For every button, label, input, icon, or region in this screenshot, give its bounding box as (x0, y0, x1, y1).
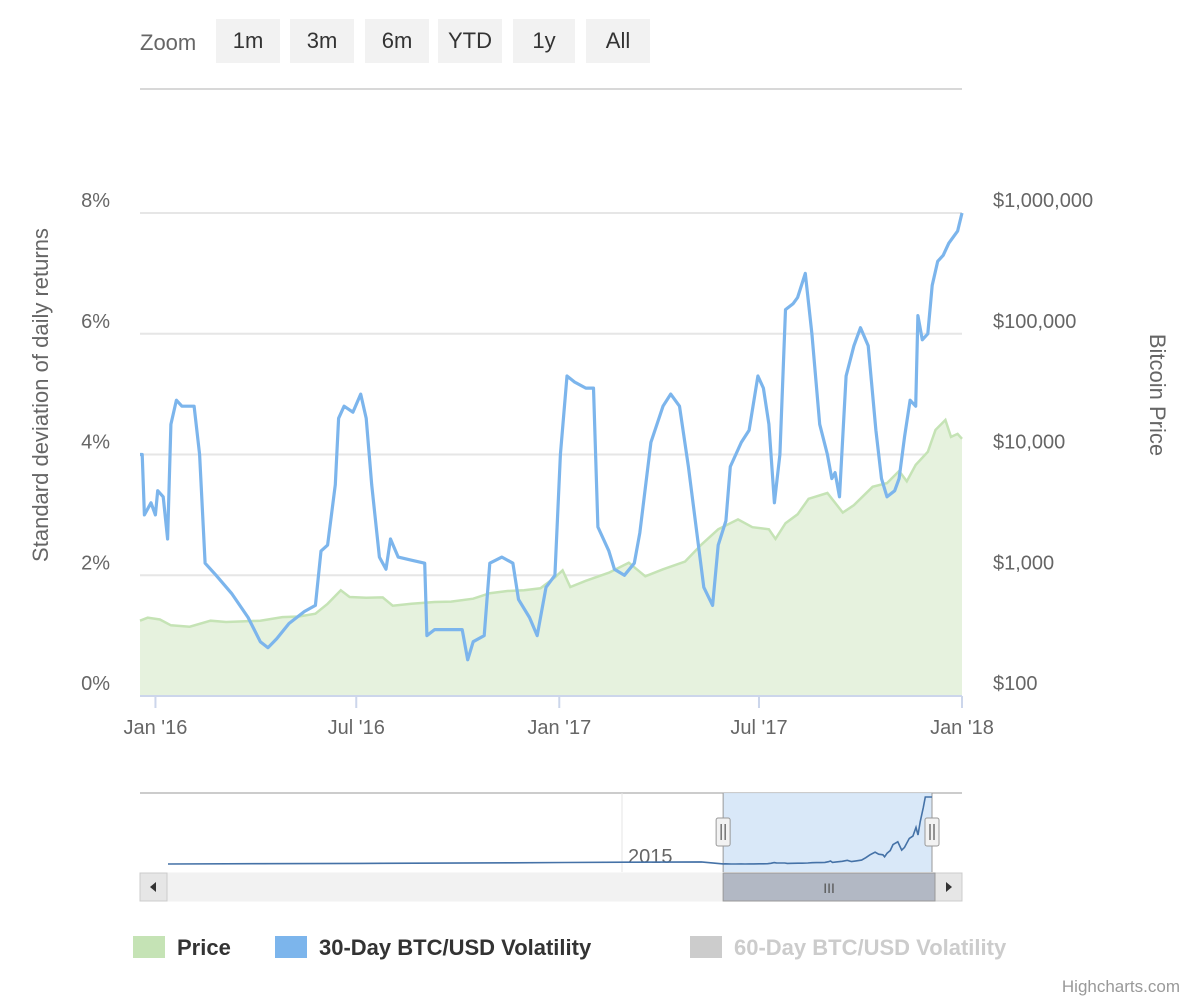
navigator-selection[interactable] (723, 793, 932, 872)
right-tick-label: $1,000,000 (993, 190, 1093, 212)
zoom-button-bg (438, 19, 502, 63)
chevron-left-icon (150, 882, 156, 892)
zoom-button-bg (365, 19, 429, 63)
left-axis: 0% 2% 4% 6% 8% (81, 190, 110, 695)
handle-body (924, 817, 940, 847)
zoom-button-bg (513, 19, 575, 63)
legend-label-price: Price (177, 935, 231, 960)
zoom-button-bg (216, 19, 280, 63)
zoom-button-1y[interactable]: 1y (513, 19, 575, 63)
chevron-right-icon (946, 882, 952, 892)
legend-item-vol30[interactable]: 30-Day BTC/USD Volatility (275, 935, 592, 960)
navigator-year-label: 2015 (628, 846, 673, 868)
zoom-button-all[interactable]: All (586, 19, 650, 63)
zoom-label: Zoom (140, 30, 196, 55)
right-tick-label: $100 (993, 673, 1038, 695)
legend-swatch-vol30 (275, 936, 307, 958)
zoom-button-label: 1m (233, 28, 264, 53)
navigator[interactable]: 2015 III (139, 792, 963, 902)
zoom-button-3m[interactable]: 3m (290, 19, 354, 63)
legend-label-vol60: 60-Day BTC/USD Volatility (734, 935, 1007, 960)
scrollbar-grip-icon: III (823, 880, 835, 896)
right-axis: $100 $1,000 $10,000 $100,000 $1,000,000 (993, 190, 1093, 695)
x-tick-label: Jan '16 (124, 717, 188, 739)
x-tick-label: Jul '16 (328, 717, 385, 739)
zoom-button-label: 3m (307, 28, 338, 53)
price-line[interactable] (139, 417, 963, 628)
navigator-series-line (167, 796, 932, 865)
x-tick-label: Jul '17 (730, 717, 787, 739)
x-axis: Jan '16 Jul '16 Jan '17 Jul '17 Jan '18 (124, 696, 994, 739)
zoom-button-bg (586, 19, 650, 63)
zoom-button-label: YTD (448, 28, 492, 53)
legend-item-vol60[interactable]: 60-Day BTC/USD Volatility (690, 935, 1007, 960)
legend-swatch-price (133, 936, 165, 958)
scrollbar-thumb[interactable] (722, 872, 936, 902)
zoom-button-ytd[interactable]: YTD (438, 19, 502, 63)
x-tick-label: Jan '18 (930, 717, 994, 739)
right-tick-label: $100,000 (993, 311, 1076, 333)
left-tick-label: 0% (81, 673, 110, 695)
legend-swatch-vol60 (690, 936, 722, 958)
legend-label-vol30: 30-Day BTC/USD Volatility (319, 935, 592, 960)
zoom-button-6m[interactable]: 6m (365, 19, 429, 63)
vol30-line[interactable] (140, 212, 964, 662)
left-tick-label: 8% (81, 190, 110, 212)
zoom-button-label: 1y (532, 28, 555, 53)
price-area[interactable] (140, 420, 962, 696)
left-axis-title: Standard deviation of daily returns (28, 228, 53, 562)
zoom-button-label: All (606, 28, 630, 53)
zoom-button-bg (290, 19, 354, 63)
credits-link[interactable]: Highcharts.com (1062, 977, 1180, 996)
zoom-button-1m[interactable]: 1m (216, 19, 280, 63)
handle-body (715, 817, 731, 847)
left-tick-label: 6% (81, 311, 110, 333)
zoom-button-label: 6m (382, 28, 413, 53)
range-selector: Zoom 1m 3m 6m YTD 1y All (140, 19, 650, 63)
legend-item-price[interactable]: Price (133, 935, 231, 960)
navigator-left-handle[interactable] (715, 817, 731, 847)
right-tick-label: $1,000 (993, 552, 1054, 574)
left-tick-label: 2% (81, 552, 110, 574)
right-axis-title: Bitcoin Price (1145, 334, 1170, 456)
x-tick-label: Jan '17 (527, 717, 591, 739)
left-tick-label: 4% (81, 432, 110, 454)
navigator-right-handle[interactable] (924, 817, 940, 847)
legend: Price 30-Day BTC/USD Volatility 60-Day B… (133, 935, 1007, 960)
right-tick-label: $10,000 (993, 432, 1065, 454)
